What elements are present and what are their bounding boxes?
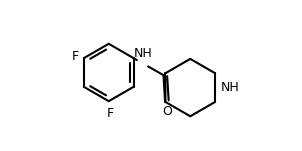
Text: NH: NH xyxy=(134,47,153,60)
Text: O: O xyxy=(162,105,172,118)
Text: NH: NH xyxy=(220,81,239,94)
Text: F: F xyxy=(107,107,114,120)
Text: F: F xyxy=(72,50,79,63)
